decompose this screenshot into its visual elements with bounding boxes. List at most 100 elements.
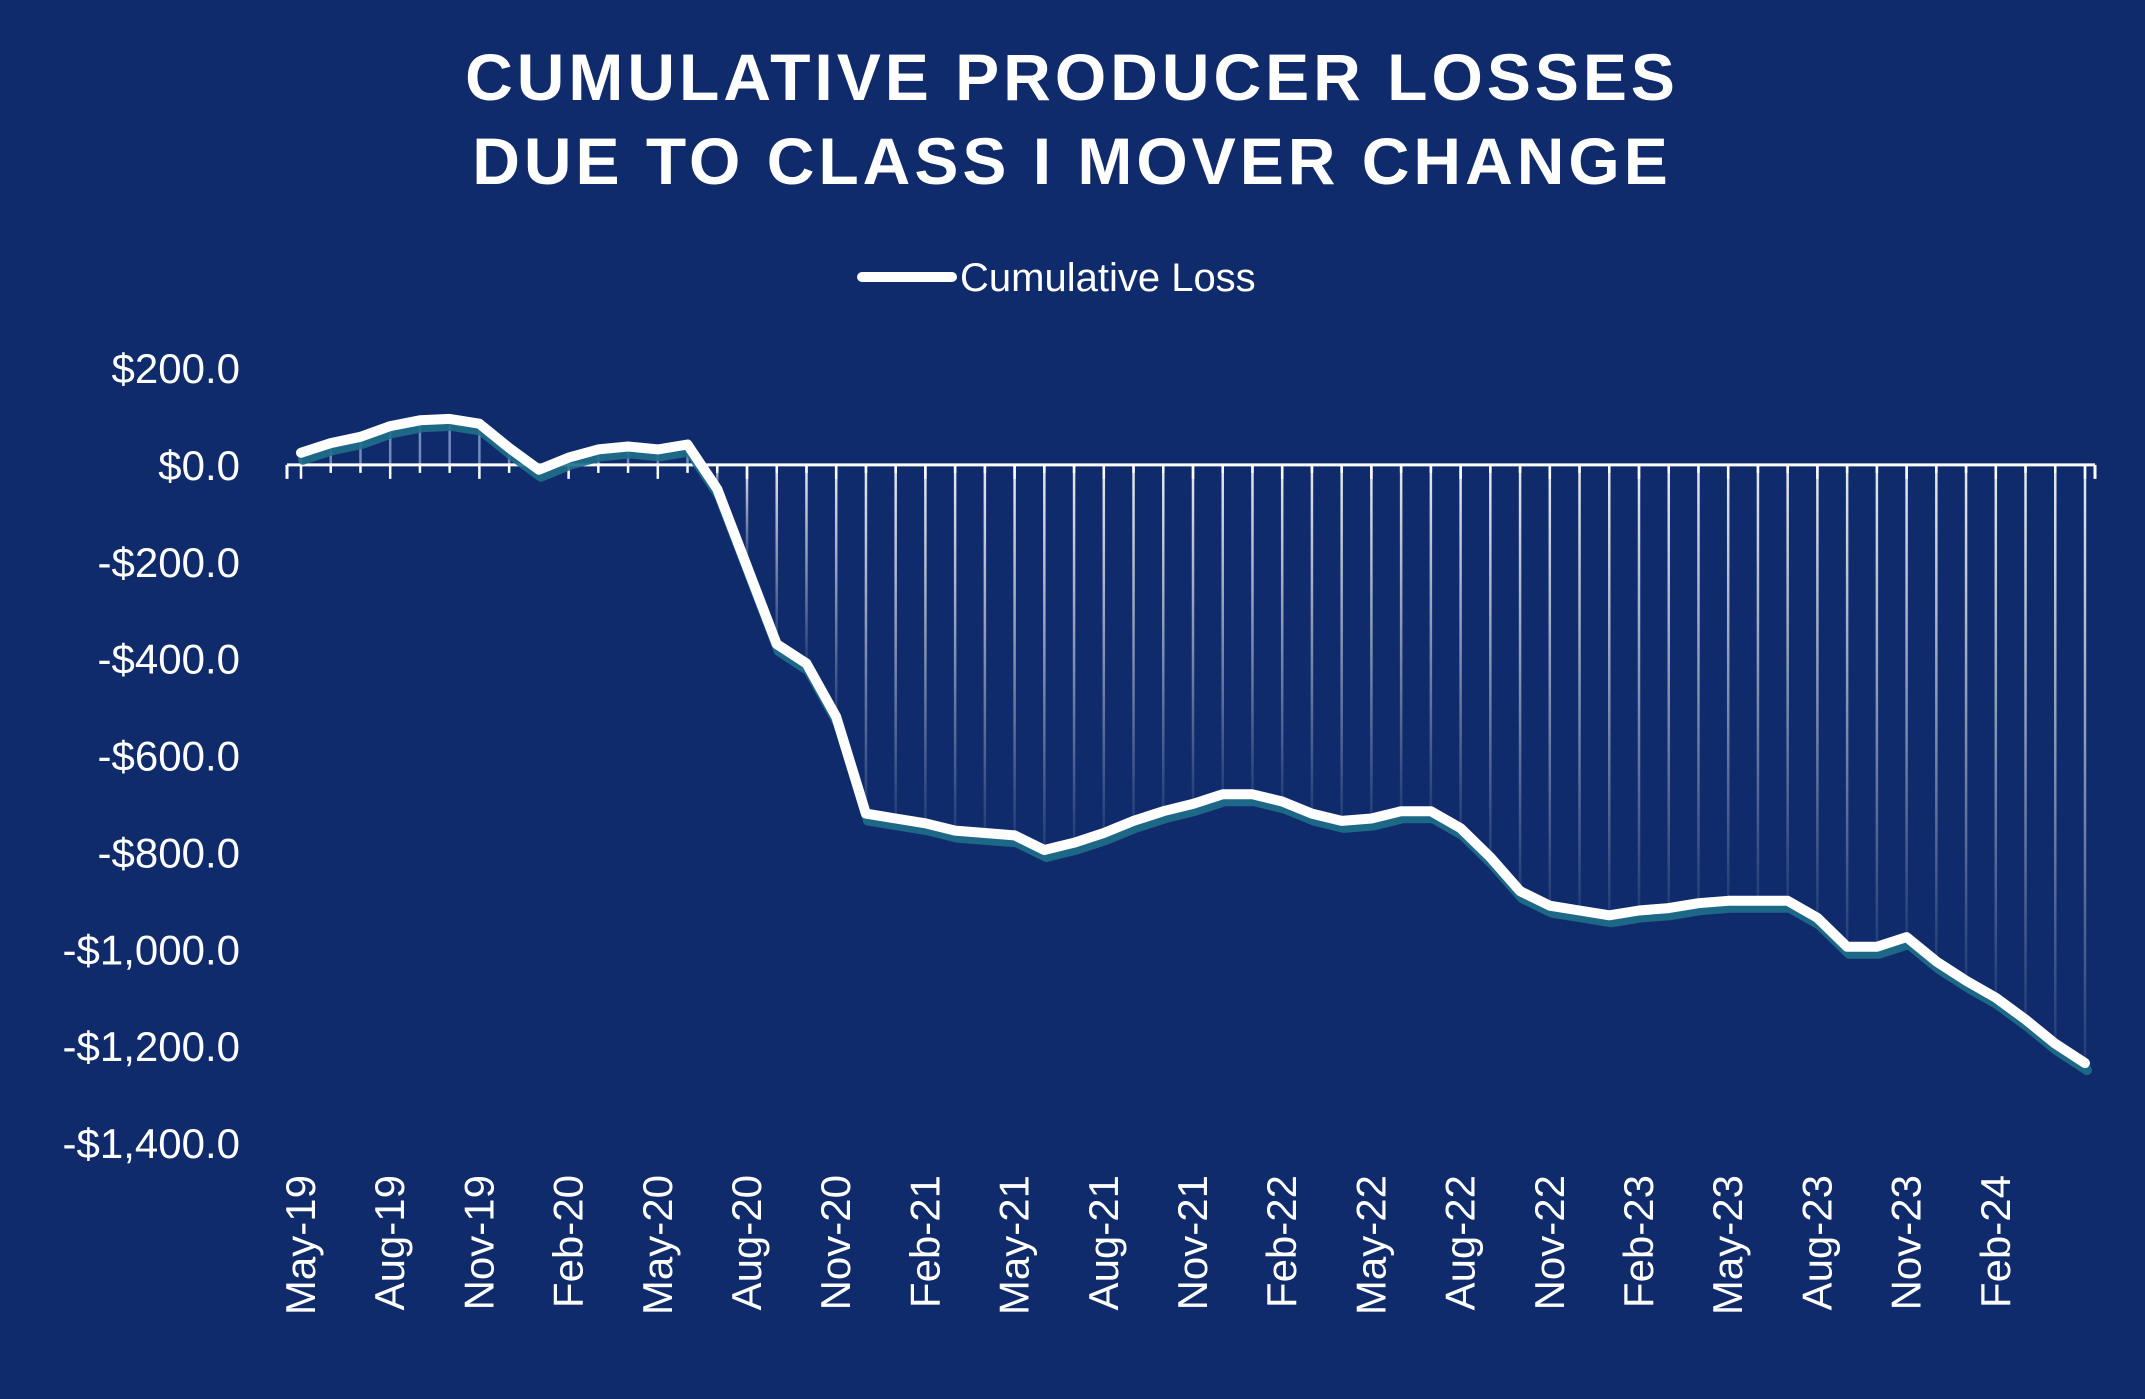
data-point <box>1576 907 1584 915</box>
data-point <box>1338 817 1346 825</box>
data-point <box>1724 897 1732 905</box>
data-point <box>1754 897 1762 905</box>
drop-line <box>1310 464 1314 814</box>
x-tick-label: Feb-24 <box>1972 1175 2019 1308</box>
data-point <box>2081 1059 2089 1067</box>
data-point <box>951 827 959 835</box>
data-point <box>1248 790 1256 798</box>
drop-line <box>1399 464 1403 812</box>
drop-line <box>716 464 719 490</box>
drop-line <box>1191 464 1195 804</box>
drop-lines <box>299 418 2087 1064</box>
y-tick-label: -$1,200.0 <box>63 1023 240 1070</box>
data-point <box>535 466 543 474</box>
data-point <box>386 422 394 430</box>
x-tick-label: Nov-21 <box>1169 1175 1216 1310</box>
data-point <box>1308 810 1316 818</box>
drop-line <box>1994 464 1998 998</box>
data-point <box>892 814 900 822</box>
drop-line <box>1280 464 1284 802</box>
drop-line <box>1221 464 1224 795</box>
data-point <box>684 441 692 449</box>
x-axis: May-19 Aug-19 Nov-19 Feb-20 May-20 Aug-20 Nov-… <box>277 463 2097 1315</box>
y-tick-label: -$200.0 <box>98 539 240 586</box>
data-point <box>1546 902 1554 910</box>
drop-line <box>1548 464 1552 906</box>
drop-line <box>2054 464 2057 1044</box>
drop-line <box>1013 464 1016 836</box>
data-point <box>1694 899 1702 907</box>
chart-title-line2: DUE TO CLASS I MOVER CHANGE <box>472 124 1672 198</box>
data-point <box>505 444 513 452</box>
data-point <box>832 713 840 721</box>
y-tick-label: -$800.0 <box>98 829 240 876</box>
data-point <box>624 442 632 450</box>
drop-line <box>1459 464 1462 829</box>
data-point <box>1516 887 1524 895</box>
x-tick-label: Nov-23 <box>1883 1175 1930 1310</box>
drop-line <box>1102 464 1106 833</box>
x-tick-label: Aug-20 <box>723 1175 770 1310</box>
x-tick-label: May-19 <box>277 1175 324 1315</box>
data-point <box>1159 807 1167 815</box>
data-point <box>1873 943 1881 951</box>
data-point <box>1397 807 1405 815</box>
y-tick-label: $200.0 <box>112 345 240 392</box>
data-point <box>1605 911 1613 919</box>
legend-label: Cumulative Loss <box>960 256 1256 300</box>
series-line-cumulative-loss <box>296 413 2090 1069</box>
data-point <box>713 485 721 493</box>
data-point <box>1130 817 1138 825</box>
drop-line <box>834 464 838 717</box>
data-point <box>1784 897 1792 905</box>
data-point <box>1040 846 1048 854</box>
data-point <box>773 640 781 648</box>
data-point <box>802 659 810 667</box>
x-tick-label: May-23 <box>1704 1175 1751 1315</box>
data-point <box>2022 1015 2030 1023</box>
drop-line <box>1697 464 1700 904</box>
data-point <box>921 819 929 827</box>
drop-line <box>1489 464 1492 858</box>
drop-line <box>1251 464 1254 795</box>
drop-line <box>2024 464 2027 1020</box>
y-tick-label: -$600.0 <box>98 733 240 780</box>
drop-line <box>1935 464 1938 962</box>
data-point <box>1992 994 2000 1002</box>
data-point <box>327 439 335 447</box>
drop-line <box>1340 464 1343 821</box>
data-point <box>565 454 573 462</box>
x-tick-label: Nov-22 <box>1526 1175 1573 1310</box>
x-tick-label: Nov-20 <box>812 1175 859 1310</box>
y-tick-label: -$1,000.0 <box>63 926 240 973</box>
drop-line <box>1845 464 1849 947</box>
data-point <box>297 449 305 457</box>
y-tick-label: -$1,400.0 <box>63 1120 240 1167</box>
data-point <box>981 829 989 837</box>
data-point <box>1011 831 1019 839</box>
drop-line <box>1578 464 1581 911</box>
drop-line <box>1043 464 1046 850</box>
drop-line <box>1518 464 1522 892</box>
drop-line <box>1816 464 1819 918</box>
drop-line <box>1667 464 1670 909</box>
data-point <box>2051 1040 2059 1048</box>
y-axis: $200.0 $0.0 -$200.0 -$400.0 -$600.0 -$800.0 -$… <box>63 345 240 1167</box>
y-tick-label: -$400.0 <box>98 636 240 683</box>
x-tick-label: Feb-22 <box>1258 1175 1305 1308</box>
x-tick-label: Aug-23 <box>1793 1175 1840 1310</box>
chart-title-line1: CUMULATIVE PRODUCER LOSSES <box>465 40 1679 114</box>
data-point <box>862 810 870 818</box>
drop-line <box>1875 464 1879 947</box>
data-point <box>743 563 751 571</box>
data-point <box>1427 807 1435 815</box>
drop-line <box>894 464 897 819</box>
data-point <box>416 416 424 424</box>
y-tick-label: $0.0 <box>158 442 240 489</box>
data-point <box>1219 790 1227 798</box>
drop-line <box>1162 464 1165 812</box>
drop-line <box>805 464 808 664</box>
data-point <box>446 415 454 423</box>
x-tick-label: Nov-19 <box>455 1175 502 1310</box>
